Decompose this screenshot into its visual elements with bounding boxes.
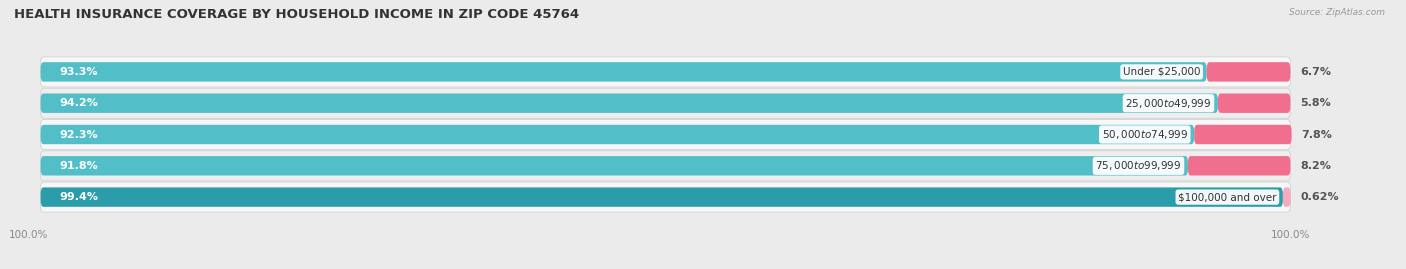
FancyBboxPatch shape (41, 57, 1291, 87)
FancyBboxPatch shape (1282, 187, 1291, 207)
Text: 92.3%: 92.3% (59, 129, 98, 140)
FancyBboxPatch shape (41, 187, 1282, 207)
FancyBboxPatch shape (1194, 125, 1292, 144)
Text: 8.2%: 8.2% (1301, 161, 1331, 171)
Text: 0.62%: 0.62% (1301, 192, 1340, 202)
Text: 99.4%: 99.4% (59, 192, 98, 202)
FancyBboxPatch shape (41, 62, 1206, 82)
Text: $100,000 and over: $100,000 and over (1178, 192, 1277, 202)
FancyBboxPatch shape (41, 125, 1194, 144)
Text: 93.3%: 93.3% (59, 67, 98, 77)
FancyBboxPatch shape (41, 119, 1291, 150)
Text: 5.8%: 5.8% (1301, 98, 1331, 108)
FancyBboxPatch shape (1218, 94, 1291, 113)
FancyBboxPatch shape (1188, 156, 1291, 175)
FancyBboxPatch shape (1206, 62, 1291, 82)
FancyBboxPatch shape (41, 151, 1291, 181)
FancyBboxPatch shape (41, 156, 1188, 175)
Text: $75,000 to $99,999: $75,000 to $99,999 (1095, 159, 1181, 172)
Text: 7.8%: 7.8% (1302, 129, 1333, 140)
Text: $25,000 to $49,999: $25,000 to $49,999 (1125, 97, 1212, 110)
Text: Source: ZipAtlas.com: Source: ZipAtlas.com (1289, 8, 1385, 17)
Text: 91.8%: 91.8% (59, 161, 98, 171)
Text: Under $25,000: Under $25,000 (1123, 67, 1201, 77)
FancyBboxPatch shape (41, 182, 1291, 212)
Text: HEALTH INSURANCE COVERAGE BY HOUSEHOLD INCOME IN ZIP CODE 45764: HEALTH INSURANCE COVERAGE BY HOUSEHOLD I… (14, 8, 579, 21)
FancyBboxPatch shape (41, 94, 1218, 113)
FancyBboxPatch shape (41, 88, 1291, 118)
Text: 94.2%: 94.2% (59, 98, 98, 108)
Text: $50,000 to $74,999: $50,000 to $74,999 (1101, 128, 1188, 141)
Text: 6.7%: 6.7% (1301, 67, 1331, 77)
